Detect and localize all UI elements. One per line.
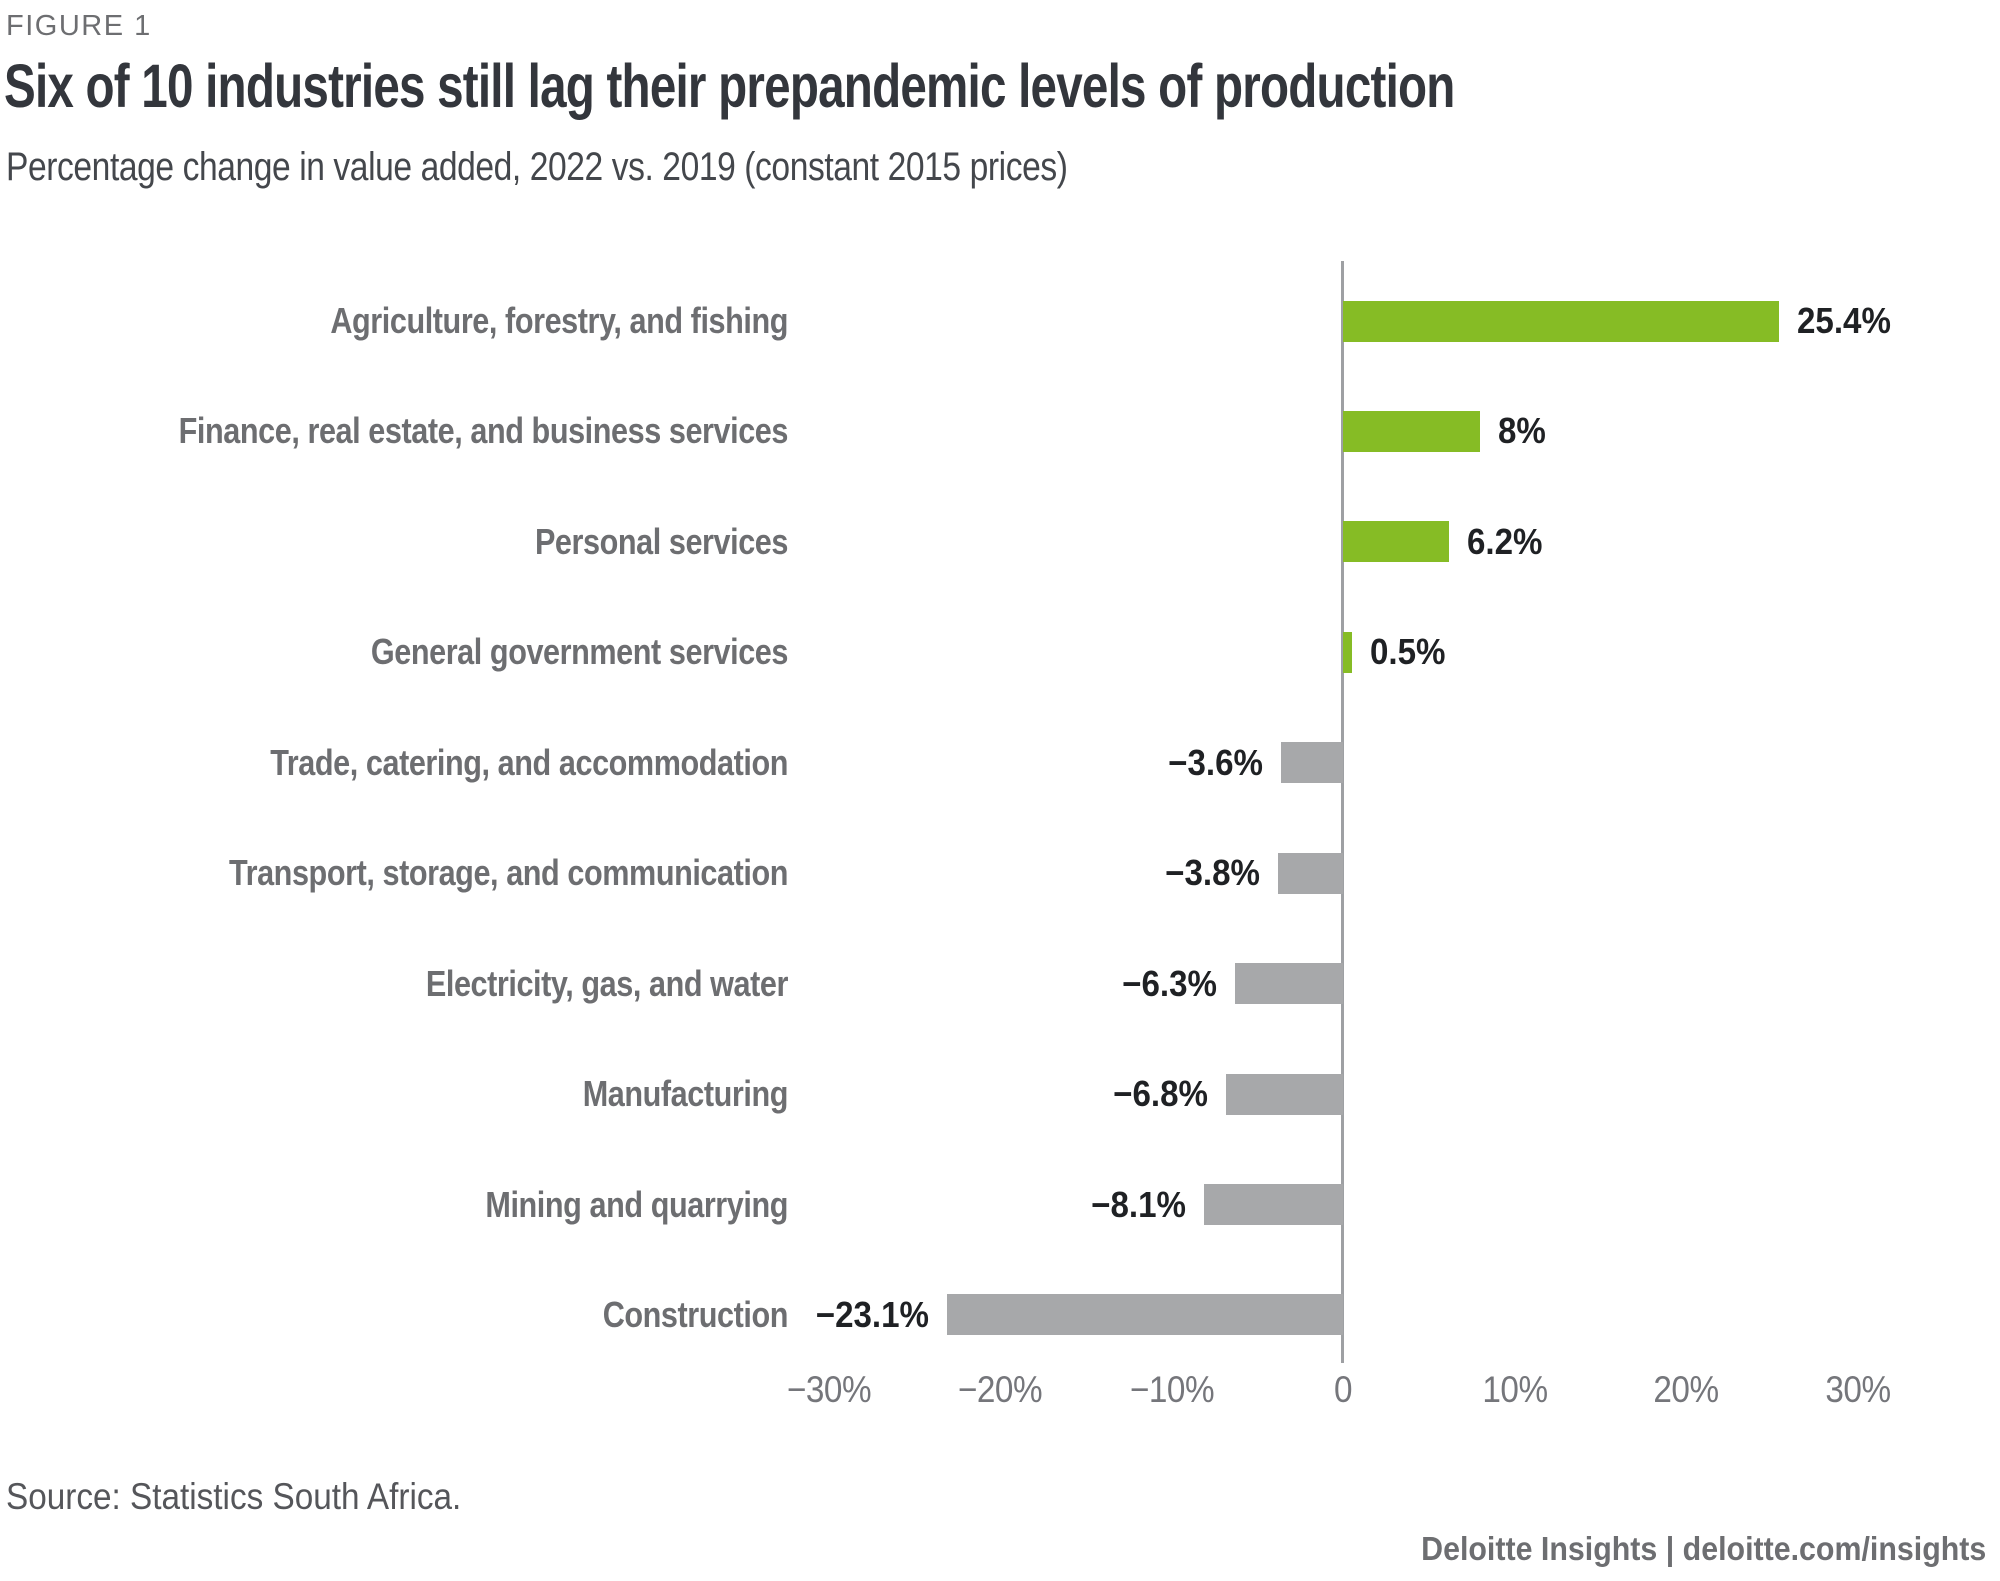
bar: [1343, 521, 1450, 563]
category-label: Trade, catering, and accommodation: [270, 741, 788, 783]
chart-title: Six of 10 industries still lag their pre…: [4, 52, 1455, 120]
bar: [946, 1294, 1343, 1336]
x-tick-label: −10%: [1129, 1369, 1214, 1410]
category-label: General government services: [370, 631, 789, 673]
bar: [1234, 963, 1343, 1005]
bar: [1343, 631, 1352, 673]
zero-axis-line: [1341, 261, 1344, 1363]
category-label: Mining and quarrying: [485, 1183, 788, 1225]
value-label: 0.5%: [1369, 631, 1446, 673]
value-label: −3.8%: [1164, 852, 1260, 894]
x-tick-label: −30%: [786, 1369, 871, 1410]
chart-subtitle: Percentage change in value added, 2022 v…: [6, 145, 1068, 189]
value-label: 25.4%: [1796, 300, 1891, 341]
value-label: −3.6%: [1168, 741, 1264, 783]
value-label: −8.1%: [1091, 1183, 1187, 1225]
category-label: Agriculture, forestry, and fishing: [330, 300, 788, 341]
bar: [1277, 852, 1343, 894]
category-label: Finance, real estate, and business servi…: [178, 410, 789, 452]
category-label: Construction: [602, 1293, 789, 1335]
bar: [1204, 1184, 1343, 1226]
value-label: −23.1%: [815, 1293, 929, 1335]
source-note: Source: Statistics South Africa.: [6, 1476, 462, 1517]
value-label: 6.2%: [1467, 520, 1543, 562]
x-tick-label: 0: [1333, 1369, 1353, 1410]
x-tick-label: −20%: [957, 1369, 1043, 1410]
category-label: Personal services: [534, 520, 788, 562]
bar: [1343, 300, 1779, 342]
x-tick-label: 10%: [1481, 1369, 1548, 1410]
figure-label: FIGURE 1: [6, 10, 152, 42]
value-label: 8%: [1498, 410, 1547, 452]
category-label: Electricity, gas, and water: [425, 962, 789, 1004]
x-tick-label: 20%: [1653, 1369, 1719, 1410]
category-label: Transport, storage, and communication: [229, 852, 788, 894]
category-label: Manufacturing: [582, 1073, 789, 1115]
footer-brand: Deloitte Insights | deloitte.com/insight…: [1420, 1530, 1986, 1567]
bar: [1343, 410, 1481, 452]
value-label: −6.8%: [1113, 1073, 1209, 1115]
bar: [1226, 1073, 1343, 1115]
bar: [1281, 742, 1343, 784]
x-tick-label: 30%: [1824, 1369, 1891, 1410]
value-label: −6.3%: [1122, 962, 1217, 1004]
